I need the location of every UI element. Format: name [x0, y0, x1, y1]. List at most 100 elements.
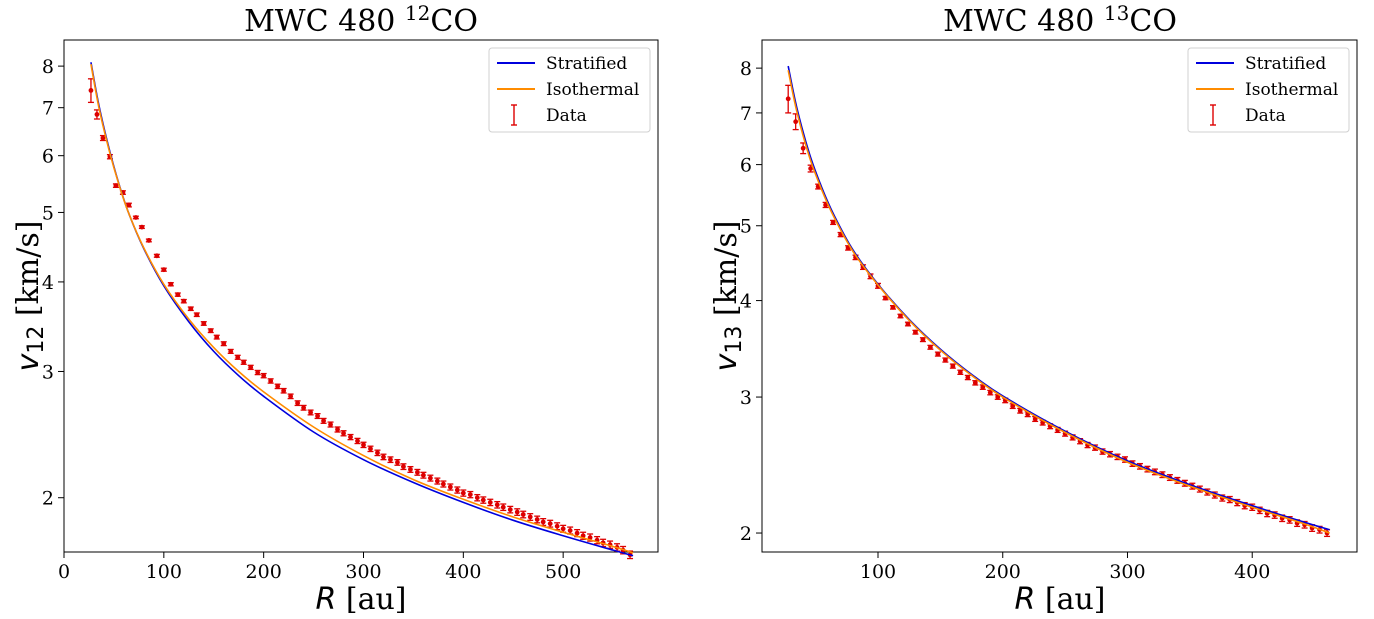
legend-label-stratified: Stratified — [546, 54, 627, 74]
data-point — [280, 387, 287, 394]
y-axis-label: v13 [km/s] — [709, 221, 747, 372]
legend-swatch-data — [511, 104, 517, 126]
data-point — [87, 78, 94, 104]
y-tick-label: 7 — [42, 98, 54, 120]
data-point — [507, 505, 514, 514]
x-tick-label: 500 — [545, 561, 581, 583]
data-point — [300, 404, 307, 411]
data-point — [200, 321, 207, 326]
y-tick-label: 5 — [740, 216, 752, 238]
data-point — [347, 433, 354, 441]
data-point — [554, 522, 561, 531]
data-point — [440, 480, 447, 488]
data-point — [227, 348, 234, 354]
x-tick-label: 300 — [1109, 561, 1145, 583]
y-tick-label: 7 — [740, 103, 752, 125]
data-point — [247, 364, 254, 371]
data-point — [167, 281, 174, 287]
y-tick-label: 5 — [42, 202, 54, 224]
y-tick-label: 8 — [740, 58, 752, 80]
data-point — [174, 292, 181, 298]
data-point — [180, 298, 187, 304]
data-point — [187, 306, 194, 312]
data-point — [434, 477, 441, 485]
data-point — [374, 449, 381, 457]
data-point — [360, 441, 367, 449]
x-tick-label: 400 — [1234, 561, 1270, 583]
x-tick-label: 400 — [445, 561, 481, 583]
legend-label-isothermal: Isothermal — [1245, 80, 1338, 100]
legend-label-stratified: Stratified — [1245, 54, 1326, 74]
data-point — [447, 483, 454, 491]
data-point — [138, 224, 145, 230]
data-point — [220, 341, 227, 347]
y-tick-label: 2 — [42, 488, 54, 510]
data-point — [387, 456, 394, 464]
data-point — [540, 517, 547, 527]
data-point — [1017, 407, 1024, 414]
legend-label-data: Data — [1245, 106, 1286, 126]
y-tick-label: 6 — [740, 155, 752, 177]
data-point — [474, 493, 481, 502]
data-point — [460, 489, 467, 497]
axis-ticks: 0 100 200 300 400 500 2 3 4 5 6 7 8 — [42, 56, 581, 583]
data-point — [942, 357, 949, 363]
data-point — [480, 496, 487, 504]
x-tick-label: 200 — [246, 561, 282, 583]
data-point — [394, 459, 401, 466]
data-point — [957, 369, 964, 376]
data-point — [487, 498, 494, 507]
legend: Stratified Isothermal Data — [488, 47, 651, 133]
x-tick-label: 300 — [345, 561, 381, 583]
legend-box — [1187, 47, 1350, 133]
data-point — [367, 445, 374, 453]
legend-swatch-data — [1210, 104, 1216, 126]
x-tick-label: 200 — [985, 561, 1021, 583]
data-point — [260, 372, 267, 379]
data-point — [207, 328, 214, 334]
data-point — [314, 412, 321, 420]
axis-ticks: 100 200 300 400 2 3 4 5 6 7 8 — [740, 58, 1270, 583]
data-point — [334, 426, 341, 433]
y-tick-label: 2 — [740, 523, 752, 545]
data-point — [964, 374, 971, 381]
chart-title: MWC 480 12CO — [244, 1, 478, 39]
data-point — [267, 378, 274, 384]
data-point — [934, 351, 941, 357]
data-point — [420, 471, 427, 479]
chart-title: MWC 480 13CO — [943, 1, 1177, 39]
data-point — [927, 344, 934, 350]
data-point — [112, 183, 119, 189]
series-line-stratified — [90, 62, 634, 557]
plot-frame — [761, 39, 1358, 553]
data-point — [193, 312, 200, 318]
data-point — [520, 510, 527, 519]
data-point — [234, 354, 241, 360]
plot-frame — [63, 39, 659, 553]
data-point — [132, 215, 139, 220]
chart-panel-12co: MWC 480 12CO R [au] v12 [km/s] 0 100 200 30… — [11, 1, 659, 617]
data-point — [514, 508, 521, 516]
data-point — [494, 500, 501, 509]
y-tick-label: 3 — [42, 361, 54, 383]
data-point — [912, 329, 919, 335]
data-point — [354, 437, 361, 445]
data-point — [830, 219, 837, 226]
data-marks — [785, 65, 1331, 538]
data-point — [454, 486, 461, 494]
y-axis-label: v12 [km/s] — [11, 221, 49, 372]
chart-panel-13co: MWC 480 13CO R [au] v13 [km/s] 100 200 300… — [709, 1, 1358, 617]
data-point — [287, 393, 294, 400]
data-point — [534, 515, 541, 524]
data-point — [213, 334, 220, 340]
data-point — [400, 463, 407, 471]
series-line-isothermal — [90, 64, 634, 554]
x-tick-label: 0 — [58, 561, 70, 583]
series-line-stratified — [787, 65, 1330, 531]
data-point — [414, 468, 421, 476]
data-point — [427, 474, 434, 482]
data-point — [294, 400, 301, 407]
data-point — [340, 430, 347, 437]
data-point — [500, 503, 507, 512]
